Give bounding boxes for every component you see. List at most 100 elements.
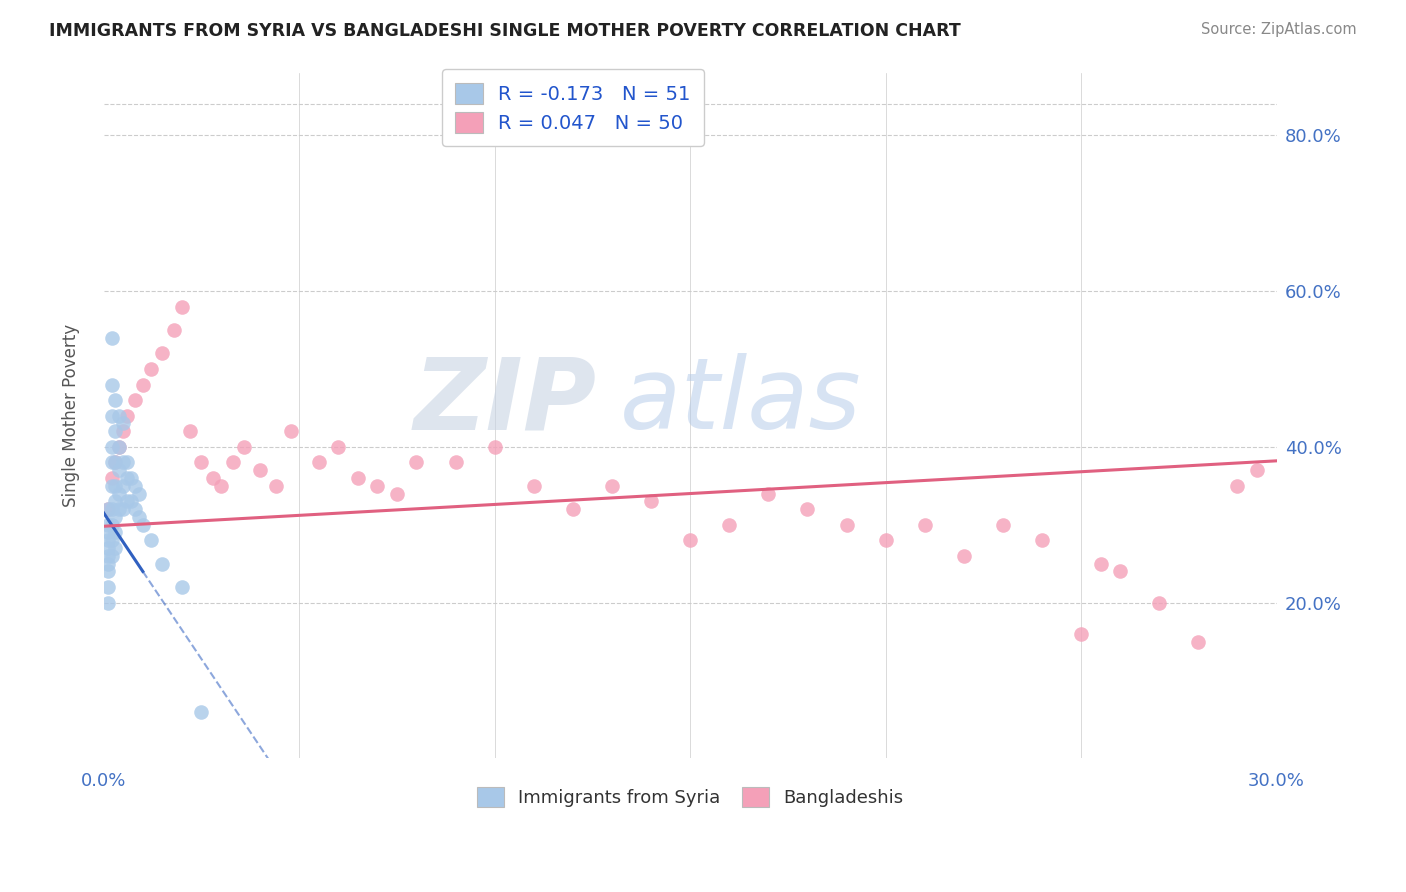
Point xyxy=(108,463,131,477)
Point xyxy=(112,424,135,438)
Point xyxy=(523,479,546,493)
Point xyxy=(139,533,162,548)
Point xyxy=(97,525,120,540)
Point xyxy=(1031,533,1053,548)
Point xyxy=(115,471,138,485)
Point xyxy=(1187,634,1209,648)
Point xyxy=(115,494,138,508)
Point xyxy=(104,479,127,493)
Point xyxy=(97,580,120,594)
Point xyxy=(190,705,212,719)
Point xyxy=(104,494,127,508)
Text: Source: ZipAtlas.com: Source: ZipAtlas.com xyxy=(1201,22,1357,37)
Point xyxy=(97,533,120,548)
Point xyxy=(108,440,131,454)
Point xyxy=(104,509,127,524)
Point xyxy=(1070,626,1092,640)
Text: Single Mother Poverty: Single Mother Poverty xyxy=(62,324,80,508)
Point xyxy=(875,533,897,548)
Point xyxy=(914,517,936,532)
Point xyxy=(484,440,506,454)
Legend: Immigrants from Syria, Bangladeshis: Immigrants from Syria, Bangladeshis xyxy=(470,780,911,814)
Point xyxy=(139,362,162,376)
Point xyxy=(100,331,122,345)
Point xyxy=(100,479,122,493)
Point xyxy=(150,557,173,571)
Point xyxy=(97,541,120,555)
Point xyxy=(128,509,150,524)
Point xyxy=(104,455,127,469)
Point xyxy=(112,502,135,516)
Point xyxy=(170,580,193,594)
Point xyxy=(222,455,245,469)
Point xyxy=(280,424,302,438)
Point xyxy=(104,393,127,408)
Point xyxy=(97,596,120,610)
Point xyxy=(600,479,623,493)
Point xyxy=(112,455,135,469)
Point xyxy=(112,479,135,493)
Point xyxy=(115,455,138,469)
Point xyxy=(120,471,142,485)
Point xyxy=(347,471,370,485)
Point xyxy=(1246,463,1268,477)
Point xyxy=(835,517,858,532)
Point xyxy=(718,517,741,532)
Point xyxy=(120,494,142,508)
Point xyxy=(100,533,122,548)
Point xyxy=(100,502,122,516)
Point xyxy=(679,533,702,548)
Point xyxy=(100,409,122,423)
Point xyxy=(444,455,467,469)
Point xyxy=(405,455,427,469)
Point xyxy=(100,377,122,392)
Point xyxy=(132,377,155,392)
Point xyxy=(163,323,186,337)
Text: IMMIGRANTS FROM SYRIA VS BANGLADESHI SINGLE MOTHER POVERTY CORRELATION CHART: IMMIGRANTS FROM SYRIA VS BANGLADESHI SIN… xyxy=(49,22,960,40)
Point xyxy=(97,549,120,563)
Point xyxy=(953,549,976,563)
Text: atlas: atlas xyxy=(620,353,862,450)
Point xyxy=(100,440,122,454)
Point xyxy=(124,393,146,408)
Point xyxy=(108,486,131,500)
Point xyxy=(190,455,212,469)
Point xyxy=(640,494,662,508)
Point xyxy=(366,479,388,493)
Point xyxy=(100,455,122,469)
Point xyxy=(108,440,131,454)
Point xyxy=(100,517,122,532)
Point xyxy=(209,479,232,493)
Point xyxy=(385,486,408,500)
Point xyxy=(97,517,120,532)
Point xyxy=(132,517,155,532)
Point xyxy=(796,502,818,516)
Point xyxy=(1149,596,1171,610)
Point xyxy=(308,455,330,469)
Point xyxy=(97,565,120,579)
Text: ZIP: ZIP xyxy=(413,353,596,450)
Point xyxy=(1090,557,1112,571)
Point xyxy=(100,549,122,563)
Point xyxy=(1109,565,1132,579)
Point xyxy=(264,479,287,493)
Point xyxy=(561,502,583,516)
Point xyxy=(104,525,127,540)
Point xyxy=(1226,479,1249,493)
Point xyxy=(108,502,131,516)
Point xyxy=(97,502,120,516)
Point xyxy=(756,486,779,500)
Point xyxy=(170,300,193,314)
Point xyxy=(104,541,127,555)
Point xyxy=(202,471,225,485)
Point xyxy=(97,557,120,571)
Point xyxy=(233,440,256,454)
Point xyxy=(991,517,1014,532)
Point xyxy=(150,346,173,360)
Point xyxy=(328,440,350,454)
Point xyxy=(104,424,127,438)
Point xyxy=(128,486,150,500)
Point xyxy=(249,463,271,477)
Point xyxy=(108,409,131,423)
Point xyxy=(115,409,138,423)
